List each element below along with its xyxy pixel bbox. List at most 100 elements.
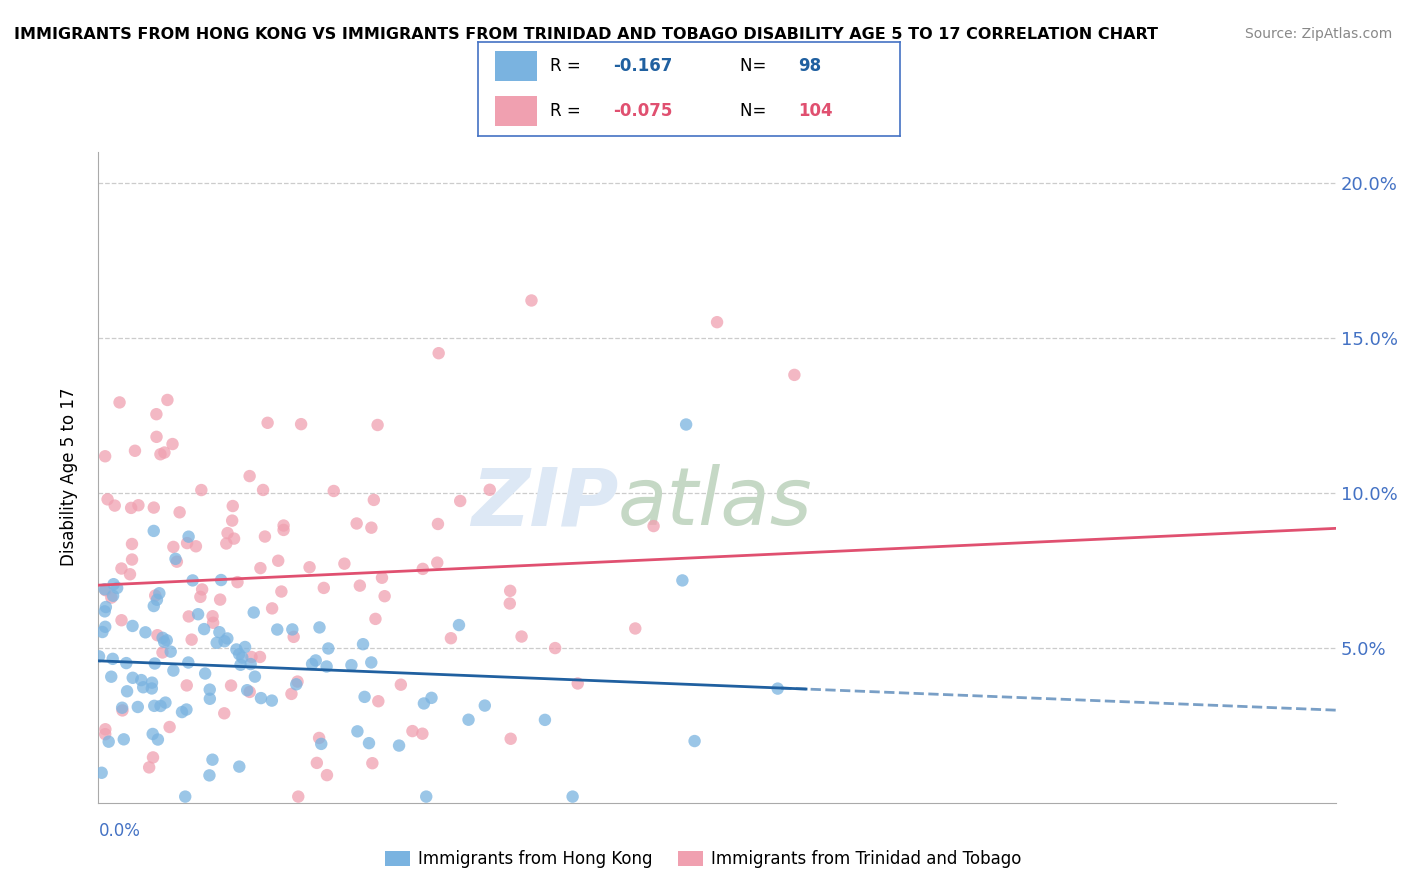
Point [205,636,228,650]
Point [194,666,217,681]
Point [174,789,197,804]
Point [111,700,134,714]
Point [298,560,321,574]
FancyBboxPatch shape [495,96,537,127]
Point [675,417,697,432]
Point [142,524,165,538]
Point [94,583,117,598]
Point [162,664,184,678]
Point [127,498,149,512]
Text: -0.167: -0.167 [613,57,672,75]
Point [152,631,174,645]
Point [141,675,163,690]
Point [420,690,443,705]
Point [156,392,179,407]
Point [280,687,302,701]
Point [285,677,308,691]
Point [177,656,200,670]
Point [426,556,449,570]
Point [94,727,117,741]
Point [100,591,122,605]
Point [411,727,433,741]
Point [101,589,124,603]
Point [146,628,169,642]
Point [301,657,323,671]
Point [499,731,522,746]
Point [209,592,232,607]
Point [357,736,380,750]
Point [90,765,112,780]
Point [534,713,557,727]
Point [112,732,135,747]
Point [447,618,470,632]
Point [152,645,174,659]
Point [134,625,156,640]
Point [149,698,172,713]
Point [510,630,533,644]
Point [312,581,335,595]
Text: -0.075: -0.075 [613,103,672,120]
Point [766,681,789,696]
Point [287,674,309,689]
Point [671,574,693,588]
Point [93,604,115,618]
Point [142,727,165,741]
Point [346,516,368,531]
Point [162,437,184,451]
Point [239,469,262,483]
Point [176,702,198,716]
Text: IMMIGRANTS FROM HONG KONG VS IMMIGRANTS FROM TRINIDAD AND TOBAGO DISABILITY AGE : IMMIGRANTS FROM HONG KONG VS IMMIGRANTS … [14,27,1159,42]
Point [389,678,412,692]
Point [97,734,120,748]
Point [141,681,163,696]
Text: N=: N= [740,57,770,75]
Point [478,483,501,497]
Point [499,583,522,598]
Point [217,526,239,541]
Point [322,483,344,498]
Point [94,450,117,464]
Point [253,530,276,544]
Point [371,571,394,585]
Point [222,499,245,513]
Point [190,483,212,497]
Point [127,700,149,714]
Point [783,368,806,382]
Point [132,680,155,694]
Point [156,633,179,648]
Point [260,693,283,707]
Point [270,584,292,599]
Point [145,407,167,421]
Point [316,768,339,782]
Point [108,395,131,409]
Point [367,417,389,432]
Point [214,634,236,648]
Text: 0.0%: 0.0% [98,822,141,840]
Point [142,500,165,515]
Point [349,579,371,593]
Point [249,561,271,575]
Point [100,670,122,684]
Point [308,620,330,634]
Point [266,623,288,637]
Point [129,673,152,687]
Point [252,483,274,497]
Point [239,685,262,699]
Point [187,607,209,622]
Point [149,447,172,461]
Point [219,679,242,693]
Point [236,683,259,698]
Point [142,599,165,613]
Point [198,691,221,706]
Point [243,670,266,684]
Point [333,557,356,571]
Point [101,652,124,666]
Point [201,609,224,624]
Point [94,620,117,634]
Point [143,589,166,603]
Point [226,575,249,590]
Point [318,641,340,656]
Point [239,657,262,671]
Point [290,417,312,432]
Point [209,573,232,587]
